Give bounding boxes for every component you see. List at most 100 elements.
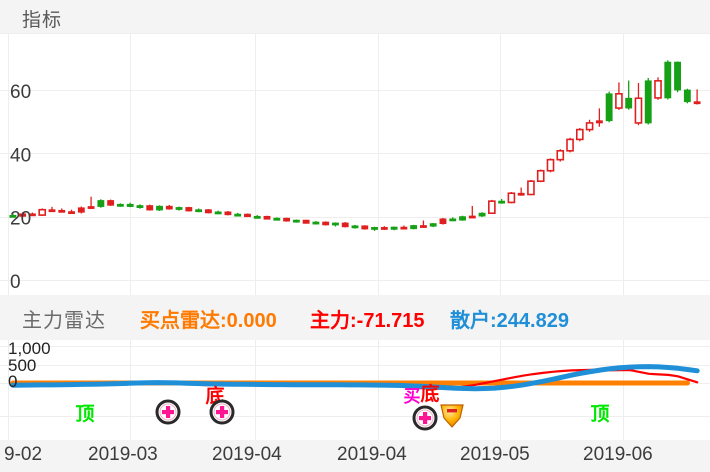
page-title: 指标 [22,10,63,31]
candlestick [546,158,555,173]
candlestick [566,137,574,153]
candlestick [19,212,27,218]
shield-marker[interactable] [440,404,464,428]
candlestick [625,80,633,110]
candle-body-filled [449,218,457,222]
candlestick [87,196,95,210]
candle-body-filled [605,93,613,122]
candlestick [449,217,457,222]
candle-body-filled [234,213,242,217]
candle-body-filled [439,218,447,225]
candle-body-filled [87,206,95,209]
candle-body-filled [664,61,672,99]
candle-body-filled [156,205,163,211]
price-y-tick-label: 60 [10,82,31,103]
candlestick [536,169,545,183]
radar-y-tick-label: 0 [8,372,17,391]
candle-body-filled [9,214,17,218]
candlestick [29,212,36,217]
candle-body-filled [263,215,271,220]
candle-body-filled [244,213,251,218]
candlestick [429,223,437,228]
candle-body-filled [322,221,330,226]
candlestick [351,224,359,229]
candle-body-filled [332,222,339,226]
candle-body-filled [468,215,476,219]
candle-body-hollow [546,158,555,172]
candlestick [77,206,85,214]
candle-body-filled [517,192,525,196]
candlestick [253,215,261,219]
candle-body-filled [107,200,115,206]
candlestick [371,226,378,231]
candle-body-filled [498,200,506,204]
candlestick [38,208,47,217]
candle-body-filled [419,225,427,228]
candle-body-filled [195,209,203,213]
radar-line-retail [10,364,700,392]
candle-body-filled [683,89,691,103]
candle-body-hollow [556,150,565,161]
candle-body-filled [341,222,349,228]
buy-circle-marker[interactable] [209,399,235,425]
candlestick [595,108,603,127]
candle-body-filled [693,101,701,105]
candle-body-filled [371,227,378,230]
indicator-title-band: 指标 [0,0,710,33]
candlestick [175,206,183,211]
candlestick [488,199,496,214]
main-force-value: 主力:-71.715 [310,310,425,332]
candlestick [615,82,623,110]
candlestick [556,149,565,162]
buy-circle-marker[interactable] [155,399,181,425]
candle-body-filled [625,97,633,109]
candle-body-filled [400,226,408,230]
candlestick [195,208,203,213]
candlestick [292,219,300,223]
candle-body-filled [214,211,222,215]
candlestick [58,208,66,213]
candlestick [97,199,105,208]
candle-body-filled [674,61,681,91]
candlestick [224,210,232,216]
candle-body-hollow [38,208,47,216]
candle-body-filled [224,211,232,216]
candle-body-hollow [488,200,496,214]
candle-body-hollow [575,128,584,141]
candlestick [146,204,154,211]
candlestick [214,210,222,215]
x-axis-tick-label: 9-02 [4,444,43,465]
candle-body-filled [429,223,437,227]
candlestick [263,215,271,220]
main-force-radar-panel[interactable]: 顶底底买顶 1,000 500 0 [0,340,710,440]
candle-body-filled [292,219,300,223]
candlestick [654,77,662,100]
candlestick [507,191,516,204]
retail-investor-value: 散户:244.829 [450,310,569,332]
candlestick [302,219,310,224]
candlestick [664,60,672,100]
price-candlestick-panel[interactable]: 0 20 40 60 [0,33,710,295]
candlestick [332,222,339,227]
candle-body-filled [116,203,124,207]
candlestick [674,61,681,93]
candle-body-filled [351,225,359,229]
candle-body-filled [302,219,310,224]
buy-circle-marker[interactable] [412,405,438,431]
candlestick [459,215,466,221]
x-axis-tick-label: 2019-04 [212,444,282,465]
candlestick [439,217,447,225]
candlestick [419,220,427,228]
x-axis-tick-label: 2019-05 [460,444,530,465]
candlestick [478,212,486,217]
candle-body-filled [126,203,134,207]
candlestick [341,222,349,228]
candlestick [165,204,173,210]
candle-body-filled [146,205,154,211]
candlestick [234,212,242,217]
price-chart-svg[interactable]: 0 20 40 60 [0,33,710,295]
candle-body-hollow [615,92,623,109]
candlestick [527,179,535,196]
